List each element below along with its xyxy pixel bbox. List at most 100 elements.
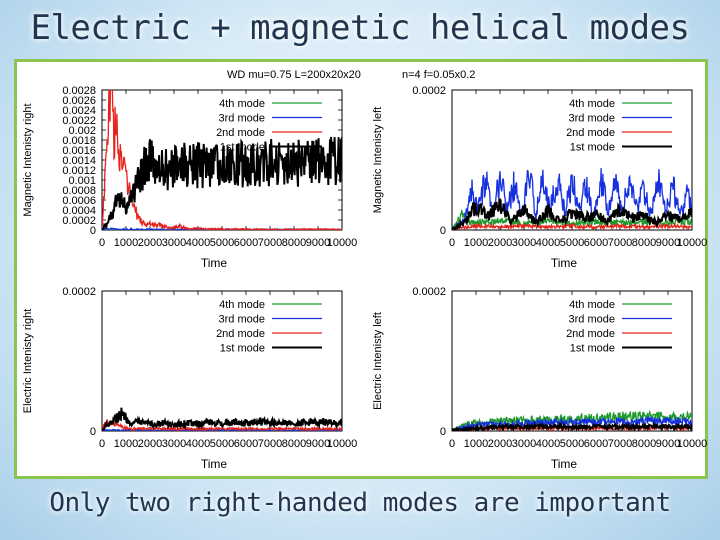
- x-tick-label: 1000: [114, 438, 138, 450]
- x-tick-label: 2000: [138, 438, 162, 450]
- legend-label: 2nd mode: [216, 328, 265, 340]
- x-axis-label: Time: [201, 256, 228, 270]
- y-axis-label: Magnetic Intenisty right: [22, 103, 34, 216]
- y-tick-label: 0.0014: [62, 155, 96, 167]
- legend-label: 4th mode: [219, 299, 265, 311]
- legend-label: 1st mode: [570, 142, 615, 154]
- series-3-line: [102, 407, 342, 431]
- x-tick-label: 6000: [584, 237, 608, 249]
- chart-elec-right: 0 1000 2000 3000 4000 5000 6000 7000 8000 9000100…: [22, 286, 357, 471]
- x-tick-label: 8000: [632, 438, 656, 450]
- figure-header-right: n=4 f=0.05x0.2: [402, 69, 475, 81]
- legend-label: 2nd mode: [216, 127, 265, 139]
- legend-label: 1st mode: [220, 343, 265, 355]
- x-tick-label: 3000: [512, 237, 536, 249]
- x-tick-label: 4000: [186, 438, 210, 450]
- x-tick-label: 10000: [677, 237, 708, 249]
- y-axis-label: Electric Intenisty right: [22, 309, 34, 414]
- x-tick-label: 5000: [210, 438, 234, 450]
- x-tick-label: 5000: [560, 438, 584, 450]
- y-axis-label: Magnetic Intenisty left: [372, 107, 384, 213]
- x-tick-label: 9000: [306, 237, 330, 249]
- x-tick-label: 10000: [327, 438, 358, 450]
- chart-elec-left: 0 1000 2000 3000 4000 5000 6000 7000 8000 9000100…: [372, 286, 707, 471]
- series-group: [452, 168, 692, 230]
- y-tick-label: 0.0002: [62, 215, 96, 227]
- series-2-line: [102, 419, 342, 431]
- x-tick-label: 3000: [162, 438, 186, 450]
- x-tick-label: 9000: [656, 237, 680, 249]
- legend-label: 4th mode: [219, 98, 265, 110]
- x-tick-label: 3000: [512, 438, 536, 450]
- y-tick-label: 0.0016: [62, 145, 96, 157]
- x-tick-label: 7000: [608, 438, 632, 450]
- x-tick-label: 10000: [327, 237, 358, 249]
- y-tick-label: 0.0008: [62, 185, 96, 197]
- series-2-line: [102, 90, 342, 230]
- series-group: [102, 407, 342, 431]
- x-tick-label: 9000: [306, 438, 330, 450]
- y-tick-label: 0: [90, 225, 96, 237]
- plot-area: [451, 290, 693, 432]
- legend-label: 4th mode: [569, 98, 615, 110]
- x-tick-label: 0: [99, 237, 105, 249]
- x-tick-label: 4000: [536, 438, 560, 450]
- y-tick-label: 0.0022: [62, 115, 96, 127]
- legend-label: 1st mode: [220, 142, 265, 154]
- series-3-line: [452, 198, 692, 230]
- legend-label: 3rd mode: [219, 314, 265, 326]
- series-group: [452, 409, 692, 431]
- x-tick-label: 10000: [677, 438, 708, 450]
- x-tick-label: 7000: [258, 237, 282, 249]
- x-tick-label: 2000: [138, 237, 162, 249]
- x-tick-label: 6000: [234, 237, 258, 249]
- y-tick-label: 0.0012: [62, 165, 96, 177]
- y-tick-label: 0.0026: [62, 95, 96, 107]
- x-tick-label: 5000: [210, 237, 234, 249]
- x-tick-label: 4000: [536, 237, 560, 249]
- y-tick-label: 0.0002: [412, 286, 446, 298]
- y-tick-label: 0.002: [68, 125, 96, 137]
- x-tick-label: 1000: [464, 237, 488, 249]
- figure-header-left: WD mu=0.75 L=200x20x20: [227, 69, 361, 81]
- x-tick-label: 1000: [114, 237, 138, 249]
- y-tick-label: 0: [440, 225, 446, 237]
- x-tick-label: 8000: [632, 237, 656, 249]
- y-tick-label: 0.0028: [62, 85, 96, 97]
- y-tick-label: 0.0018: [62, 135, 96, 147]
- x-tick-label: 8000: [282, 237, 306, 249]
- x-tick-label: 4000: [186, 237, 210, 249]
- legend-label: 3rd mode: [569, 113, 615, 125]
- chart-mag-left: 0 1000 2000 3000 4000 5000 6000 7000 8000 9000100…: [372, 85, 707, 270]
- y-tick-label: 0.0004: [62, 205, 96, 217]
- x-tick-label: 8000: [282, 438, 306, 450]
- series-1-line: [102, 427, 342, 431]
- legend-label: 4th mode: [569, 299, 615, 311]
- y-tick-label: 0.001: [68, 175, 96, 187]
- slide-caption: Only two right-handed modes are importan…: [49, 488, 671, 518]
- slide-title: Electric + magnetic helical modes: [30, 8, 690, 48]
- x-tick-label: 9000: [656, 438, 680, 450]
- x-tick-label: 7000: [608, 237, 632, 249]
- series-1-line: [452, 415, 692, 431]
- y-tick-label: 0.0002: [62, 286, 96, 298]
- x-axis-label: Time: [551, 256, 578, 270]
- x-tick-label: 2000: [488, 237, 512, 249]
- legend-label: 1st mode: [570, 343, 615, 355]
- y-tick-label: 0: [90, 426, 96, 438]
- plot-area: [101, 290, 343, 432]
- x-axis-label: Time: [201, 457, 228, 471]
- series-3-line: [452, 421, 692, 431]
- x-tick-label: 6000: [234, 438, 258, 450]
- legend-label: 3rd mode: [569, 314, 615, 326]
- legend-label: 2nd mode: [566, 127, 615, 139]
- y-tick-label: 0.0024: [62, 105, 96, 117]
- x-tick-label: 5000: [560, 237, 584, 249]
- x-tick-label: 7000: [258, 438, 282, 450]
- legend-label: 3rd mode: [219, 113, 265, 125]
- x-tick-label: 0: [99, 438, 105, 450]
- legend-label: 2nd mode: [566, 328, 615, 340]
- y-axis-label: Electric Intenisty left: [372, 312, 384, 410]
- series-2-line: [452, 222, 692, 230]
